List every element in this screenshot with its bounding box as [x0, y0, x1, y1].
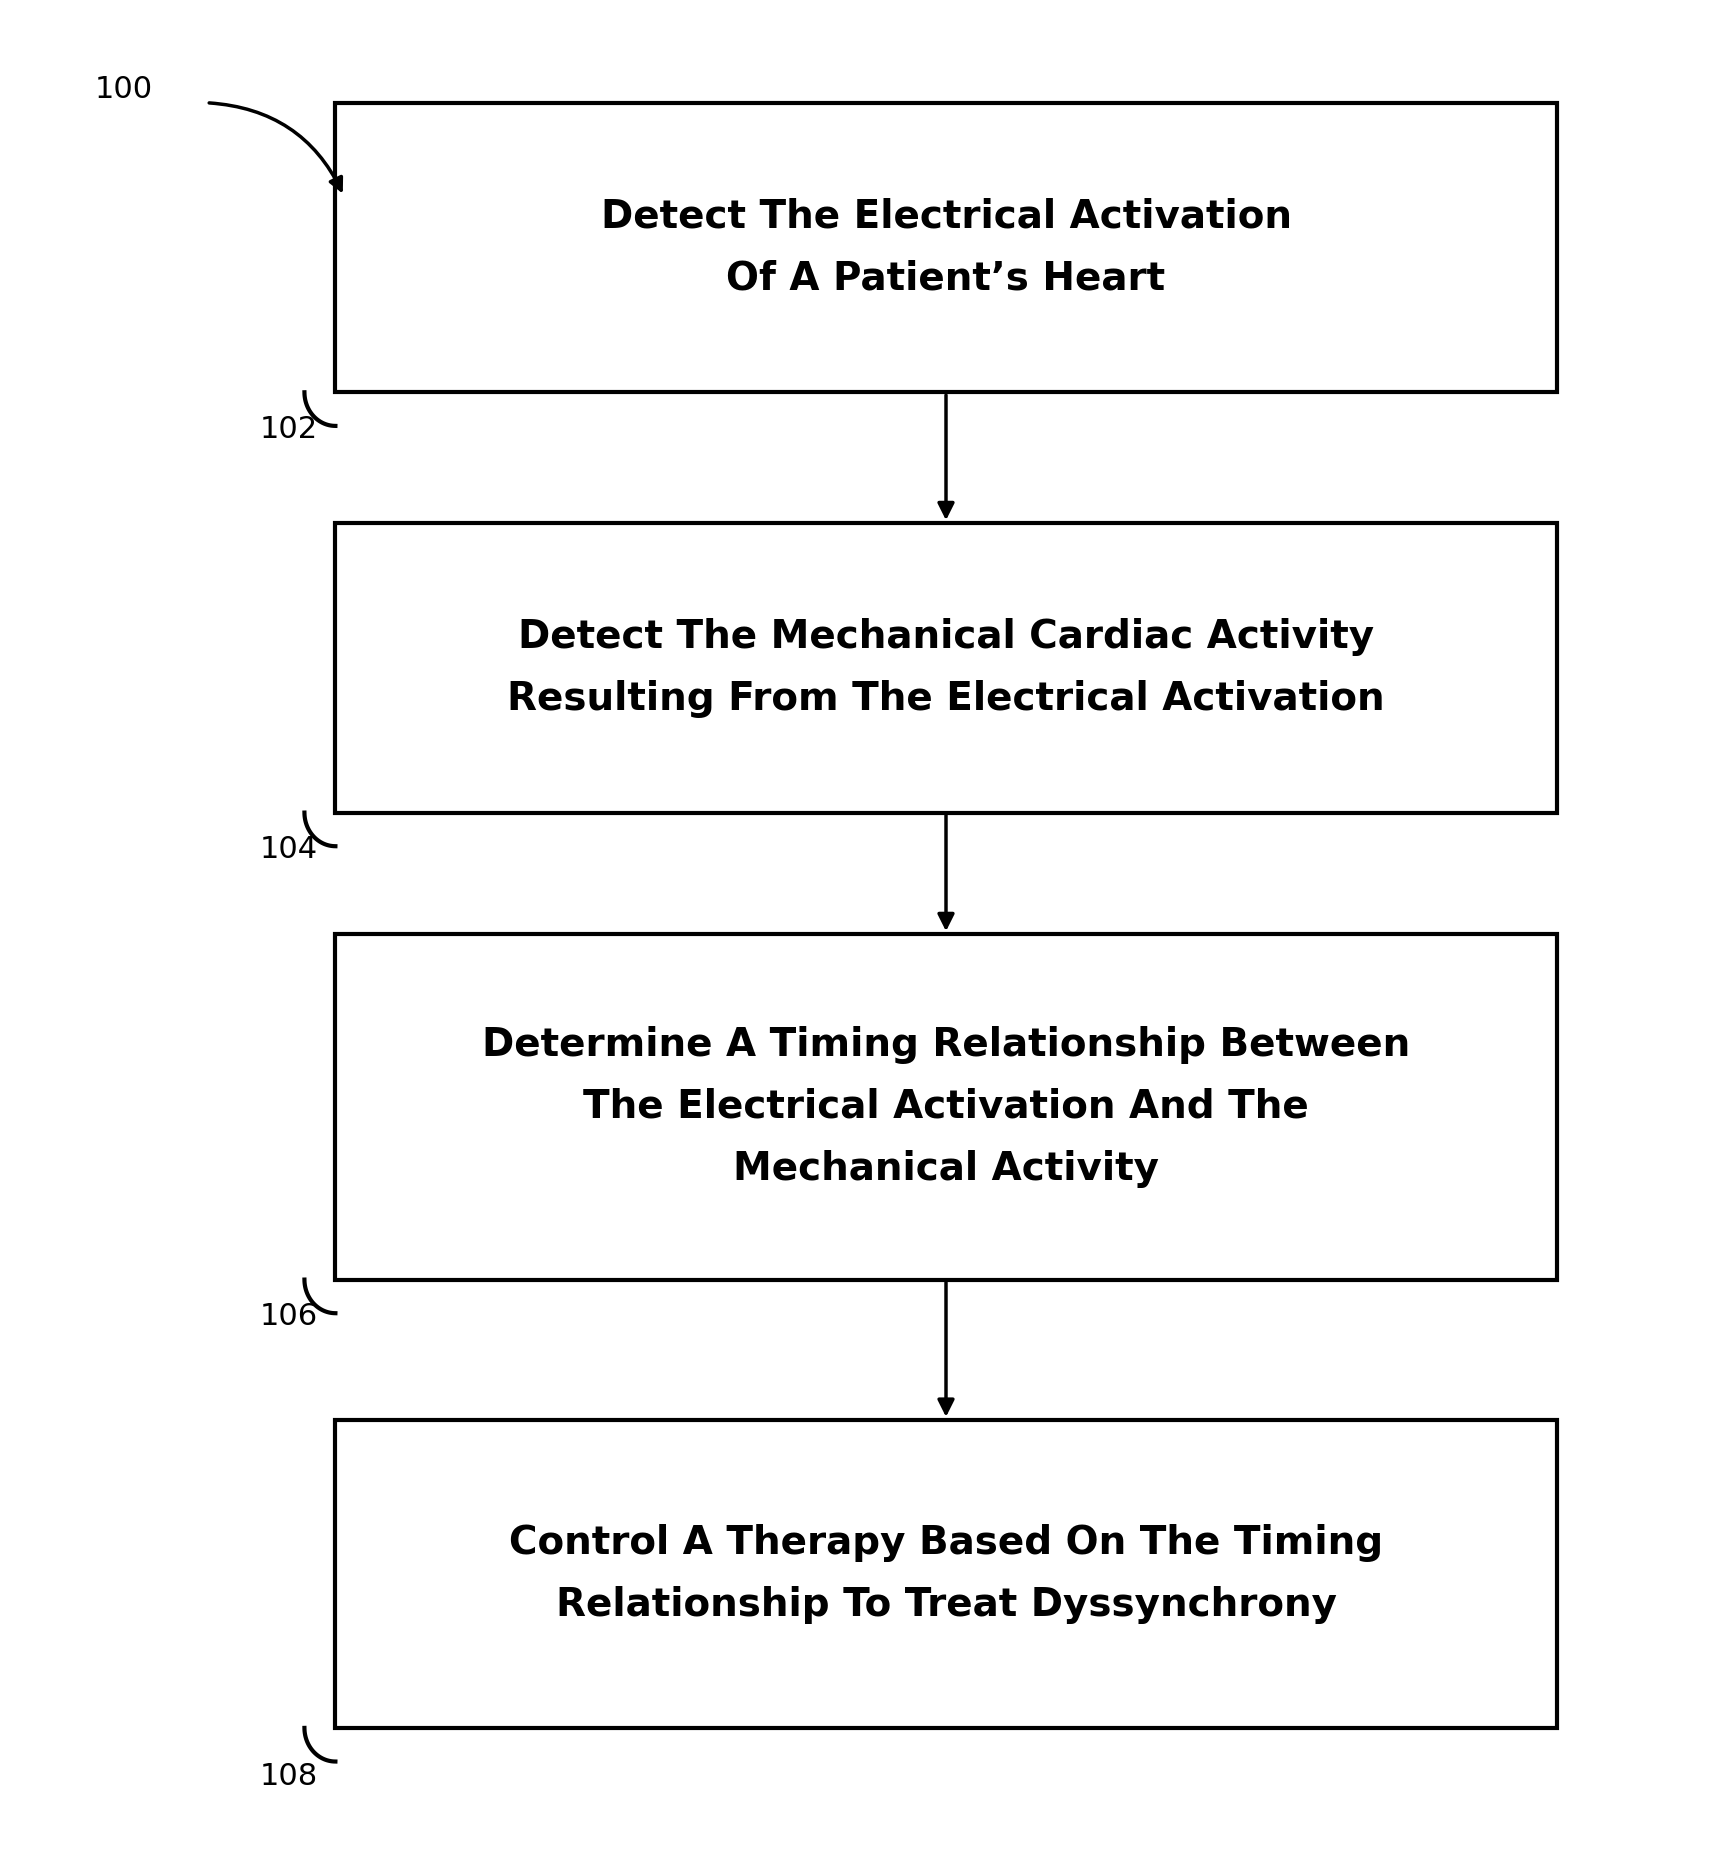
- Text: Control A Therapy Based On The Timing
Relationship To Treat Dyssynchrony: Control A Therapy Based On The Timing Re…: [509, 1524, 1383, 1623]
- Text: Detect The Mechanical Cardiac Activity
Resulting From The Electrical Activation: Detect The Mechanical Cardiac Activity R…: [507, 618, 1385, 717]
- Text: Determine A Timing Relationship Between
The Electrical Activation And The
Mechan: Determine A Timing Relationship Between …: [482, 1026, 1410, 1188]
- FancyBboxPatch shape: [335, 1420, 1557, 1728]
- Text: Detect The Electrical Activation
Of A Patient’s Heart: Detect The Electrical Activation Of A Pa…: [600, 198, 1292, 297]
- Text: 100: 100: [95, 75, 153, 105]
- Text: 106: 106: [260, 1302, 318, 1332]
- Text: 108: 108: [260, 1762, 318, 1791]
- FancyBboxPatch shape: [335, 523, 1557, 813]
- FancyBboxPatch shape: [335, 934, 1557, 1280]
- FancyBboxPatch shape: [335, 103, 1557, 392]
- Text: 102: 102: [260, 415, 318, 445]
- Text: 104: 104: [260, 835, 318, 865]
